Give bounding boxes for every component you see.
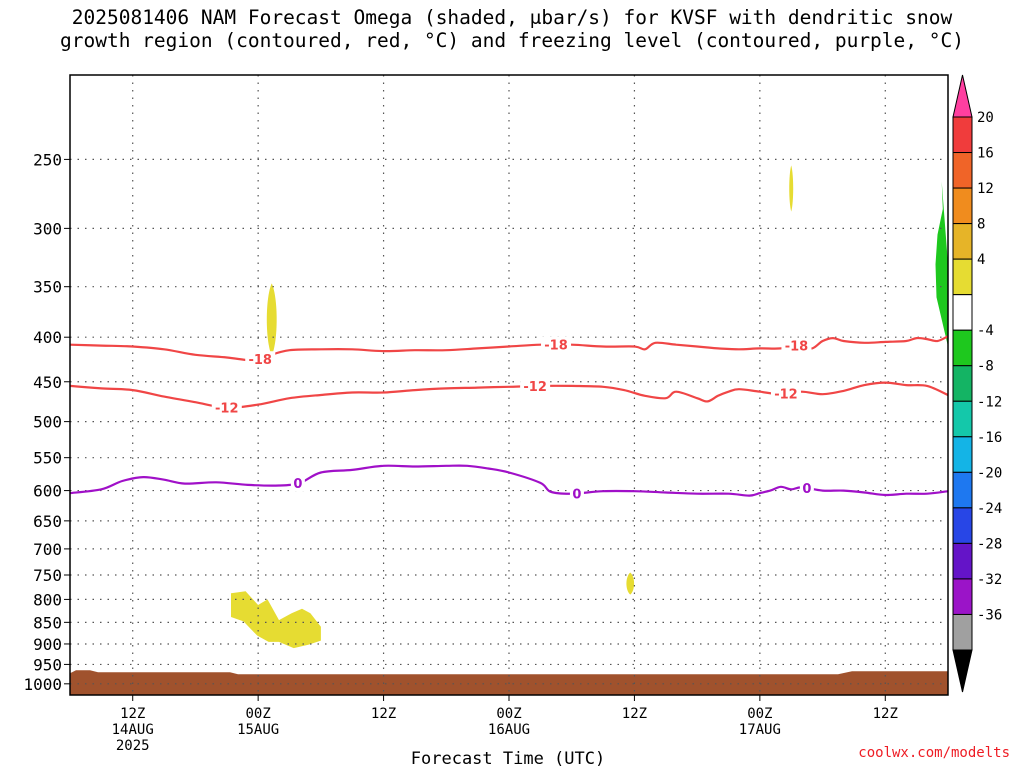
y-tick-label: 550 bbox=[33, 449, 62, 468]
y-tick-label: 350 bbox=[33, 278, 62, 297]
x-tick-label: 14AUG bbox=[112, 722, 154, 738]
x-tick-label: 16AUG bbox=[488, 722, 530, 738]
colorbar-label: -28 bbox=[977, 536, 1002, 552]
contour-label: 0 bbox=[293, 477, 302, 492]
contour-label: -12 bbox=[523, 380, 547, 395]
omega-shade-3 bbox=[626, 572, 635, 595]
colorbar-swatch bbox=[952, 613, 973, 651]
colorbar-swatch bbox=[952, 365, 973, 402]
colorbar-label: -8 bbox=[977, 359, 994, 375]
x-tick-label: 00Z bbox=[496, 706, 521, 722]
colorbar-swatch bbox=[952, 507, 973, 544]
colorbar-label: -16 bbox=[977, 430, 1002, 446]
colorbar-swatch bbox=[952, 471, 973, 509]
contour-label-bg bbox=[520, 378, 551, 395]
chart-title: 2025081406 NAM Forecast Omega (shaded, μ… bbox=[0, 6, 1024, 52]
y-tick-label: 850 bbox=[33, 613, 62, 632]
colorbar-swatch bbox=[952, 223, 973, 260]
plot-frame bbox=[69, 74, 949, 696]
plot-frame-layer bbox=[69, 74, 949, 696]
credit-text: coolwx.com/modelts bbox=[858, 745, 1010, 761]
contour-label-bg bbox=[770, 385, 801, 402]
x-tick-label: 12Z bbox=[371, 706, 396, 722]
contour-label: -12 bbox=[774, 388, 798, 403]
contour-line-dendritic-0 bbox=[69, 335, 949, 362]
x-tick-label: 15AUG bbox=[237, 722, 279, 738]
colorbar-swatch bbox=[952, 436, 973, 473]
contour-label-bg bbox=[569, 485, 584, 502]
y-tick-label: 650 bbox=[33, 512, 62, 531]
colorbar-swatch bbox=[952, 152, 973, 189]
x-tick-label: 00Z bbox=[747, 706, 772, 722]
colorbar-label: -12 bbox=[977, 394, 1002, 410]
colorbar-label: 16 bbox=[977, 146, 994, 162]
y-tick-label: 300 bbox=[33, 219, 62, 238]
contour-label-bg bbox=[781, 337, 812, 354]
omega-shade-4 bbox=[935, 181, 948, 347]
y-tick-label: 950 bbox=[33, 655, 62, 674]
contour-label-bg bbox=[541, 336, 572, 353]
omega-shade-2 bbox=[231, 591, 321, 649]
contour-label-bg bbox=[290, 475, 305, 492]
colorbar-label: 20 bbox=[977, 110, 994, 126]
colorbar-label: 12 bbox=[977, 181, 994, 197]
omega-shade-1 bbox=[789, 165, 794, 212]
colorbar-swatch bbox=[952, 258, 973, 296]
colorbar-swatch bbox=[952, 400, 973, 438]
contour-layer: -18 -18 -18 -12 -12 -12 0 0 0 bbox=[69, 335, 949, 502]
colorbar-label: 4 bbox=[977, 252, 985, 268]
x-tick-label: 2025 bbox=[116, 738, 150, 754]
x-tick-label: 12Z bbox=[120, 706, 145, 722]
y-tick-label: 750 bbox=[33, 566, 62, 585]
colorbar-label: -32 bbox=[977, 572, 1002, 588]
colorbar-swatch bbox=[952, 116, 973, 154]
colorbar-swatch bbox=[952, 578, 973, 615]
contour-label: 0 bbox=[802, 482, 811, 497]
colorbar-bottom-triangle bbox=[952, 649, 973, 693]
contour-label: -18 bbox=[544, 339, 568, 354]
y-tick-label: 450 bbox=[33, 373, 62, 392]
contour-line-freezing-level-2 bbox=[69, 464, 949, 497]
contour-label: -18 bbox=[785, 340, 809, 355]
x-axis-title: Forecast Time (UTC) bbox=[411, 749, 605, 768]
y-tick-label: 600 bbox=[33, 482, 62, 501]
y-tick-label: 800 bbox=[33, 590, 62, 609]
chart-title-line-2: growth region (contoured, red, °C) and f… bbox=[60, 29, 964, 52]
colorbar-top-triangle bbox=[952, 74, 973, 118]
chart-title-line-1: 2025081406 NAM Forecast Omega (shaded, μ… bbox=[71, 6, 953, 29]
omega-shade-0 bbox=[266, 283, 277, 356]
grid-layer bbox=[70, 75, 948, 695]
contour-label-bg bbox=[211, 399, 242, 416]
contour-line-dendritic-1 bbox=[69, 381, 949, 409]
colorbar-swatch bbox=[952, 187, 973, 225]
x-tick-label: 12Z bbox=[873, 706, 898, 722]
colorbar-label: 8 bbox=[977, 217, 985, 233]
x-tick-label: 12Z bbox=[622, 706, 647, 722]
y-tick-label: 900 bbox=[33, 635, 62, 654]
colorbar-swatch bbox=[952, 329, 973, 367]
contour-label: 0 bbox=[572, 487, 581, 502]
colorbar-swatch bbox=[952, 294, 973, 331]
y-tick-label: 400 bbox=[33, 328, 62, 347]
omega-shading-layer bbox=[231, 165, 948, 649]
y-axis-ticks: 250 300 350 400 450 500 550 600 650 700 750 800 850 9… bbox=[23, 150, 70, 694]
y-tick-label: 500 bbox=[33, 413, 62, 432]
colorbar-label: -36 bbox=[977, 607, 1002, 623]
x-tick-label: 00Z bbox=[245, 706, 270, 722]
contour-label: -18 bbox=[248, 353, 272, 368]
colorbar-label: -4 bbox=[977, 323, 994, 339]
y-tick-label: 250 bbox=[33, 150, 62, 169]
contour-label-bg bbox=[245, 351, 276, 368]
y-tick-label: 1000 bbox=[23, 675, 62, 694]
contour-label: -12 bbox=[215, 402, 239, 417]
contour-label-bg bbox=[799, 480, 814, 497]
y-tick-label: 700 bbox=[33, 540, 62, 559]
colorbar-label: -20 bbox=[977, 465, 1002, 481]
x-tick-label: 17AUG bbox=[739, 722, 781, 738]
colorbar-label: -24 bbox=[977, 501, 1002, 517]
colorbar-swatch bbox=[952, 542, 973, 580]
colorbar: 20 16 12 8 4 -4 -8 -12 -16 -20 -24 -28 -32 -36 bbox=[952, 74, 1002, 693]
